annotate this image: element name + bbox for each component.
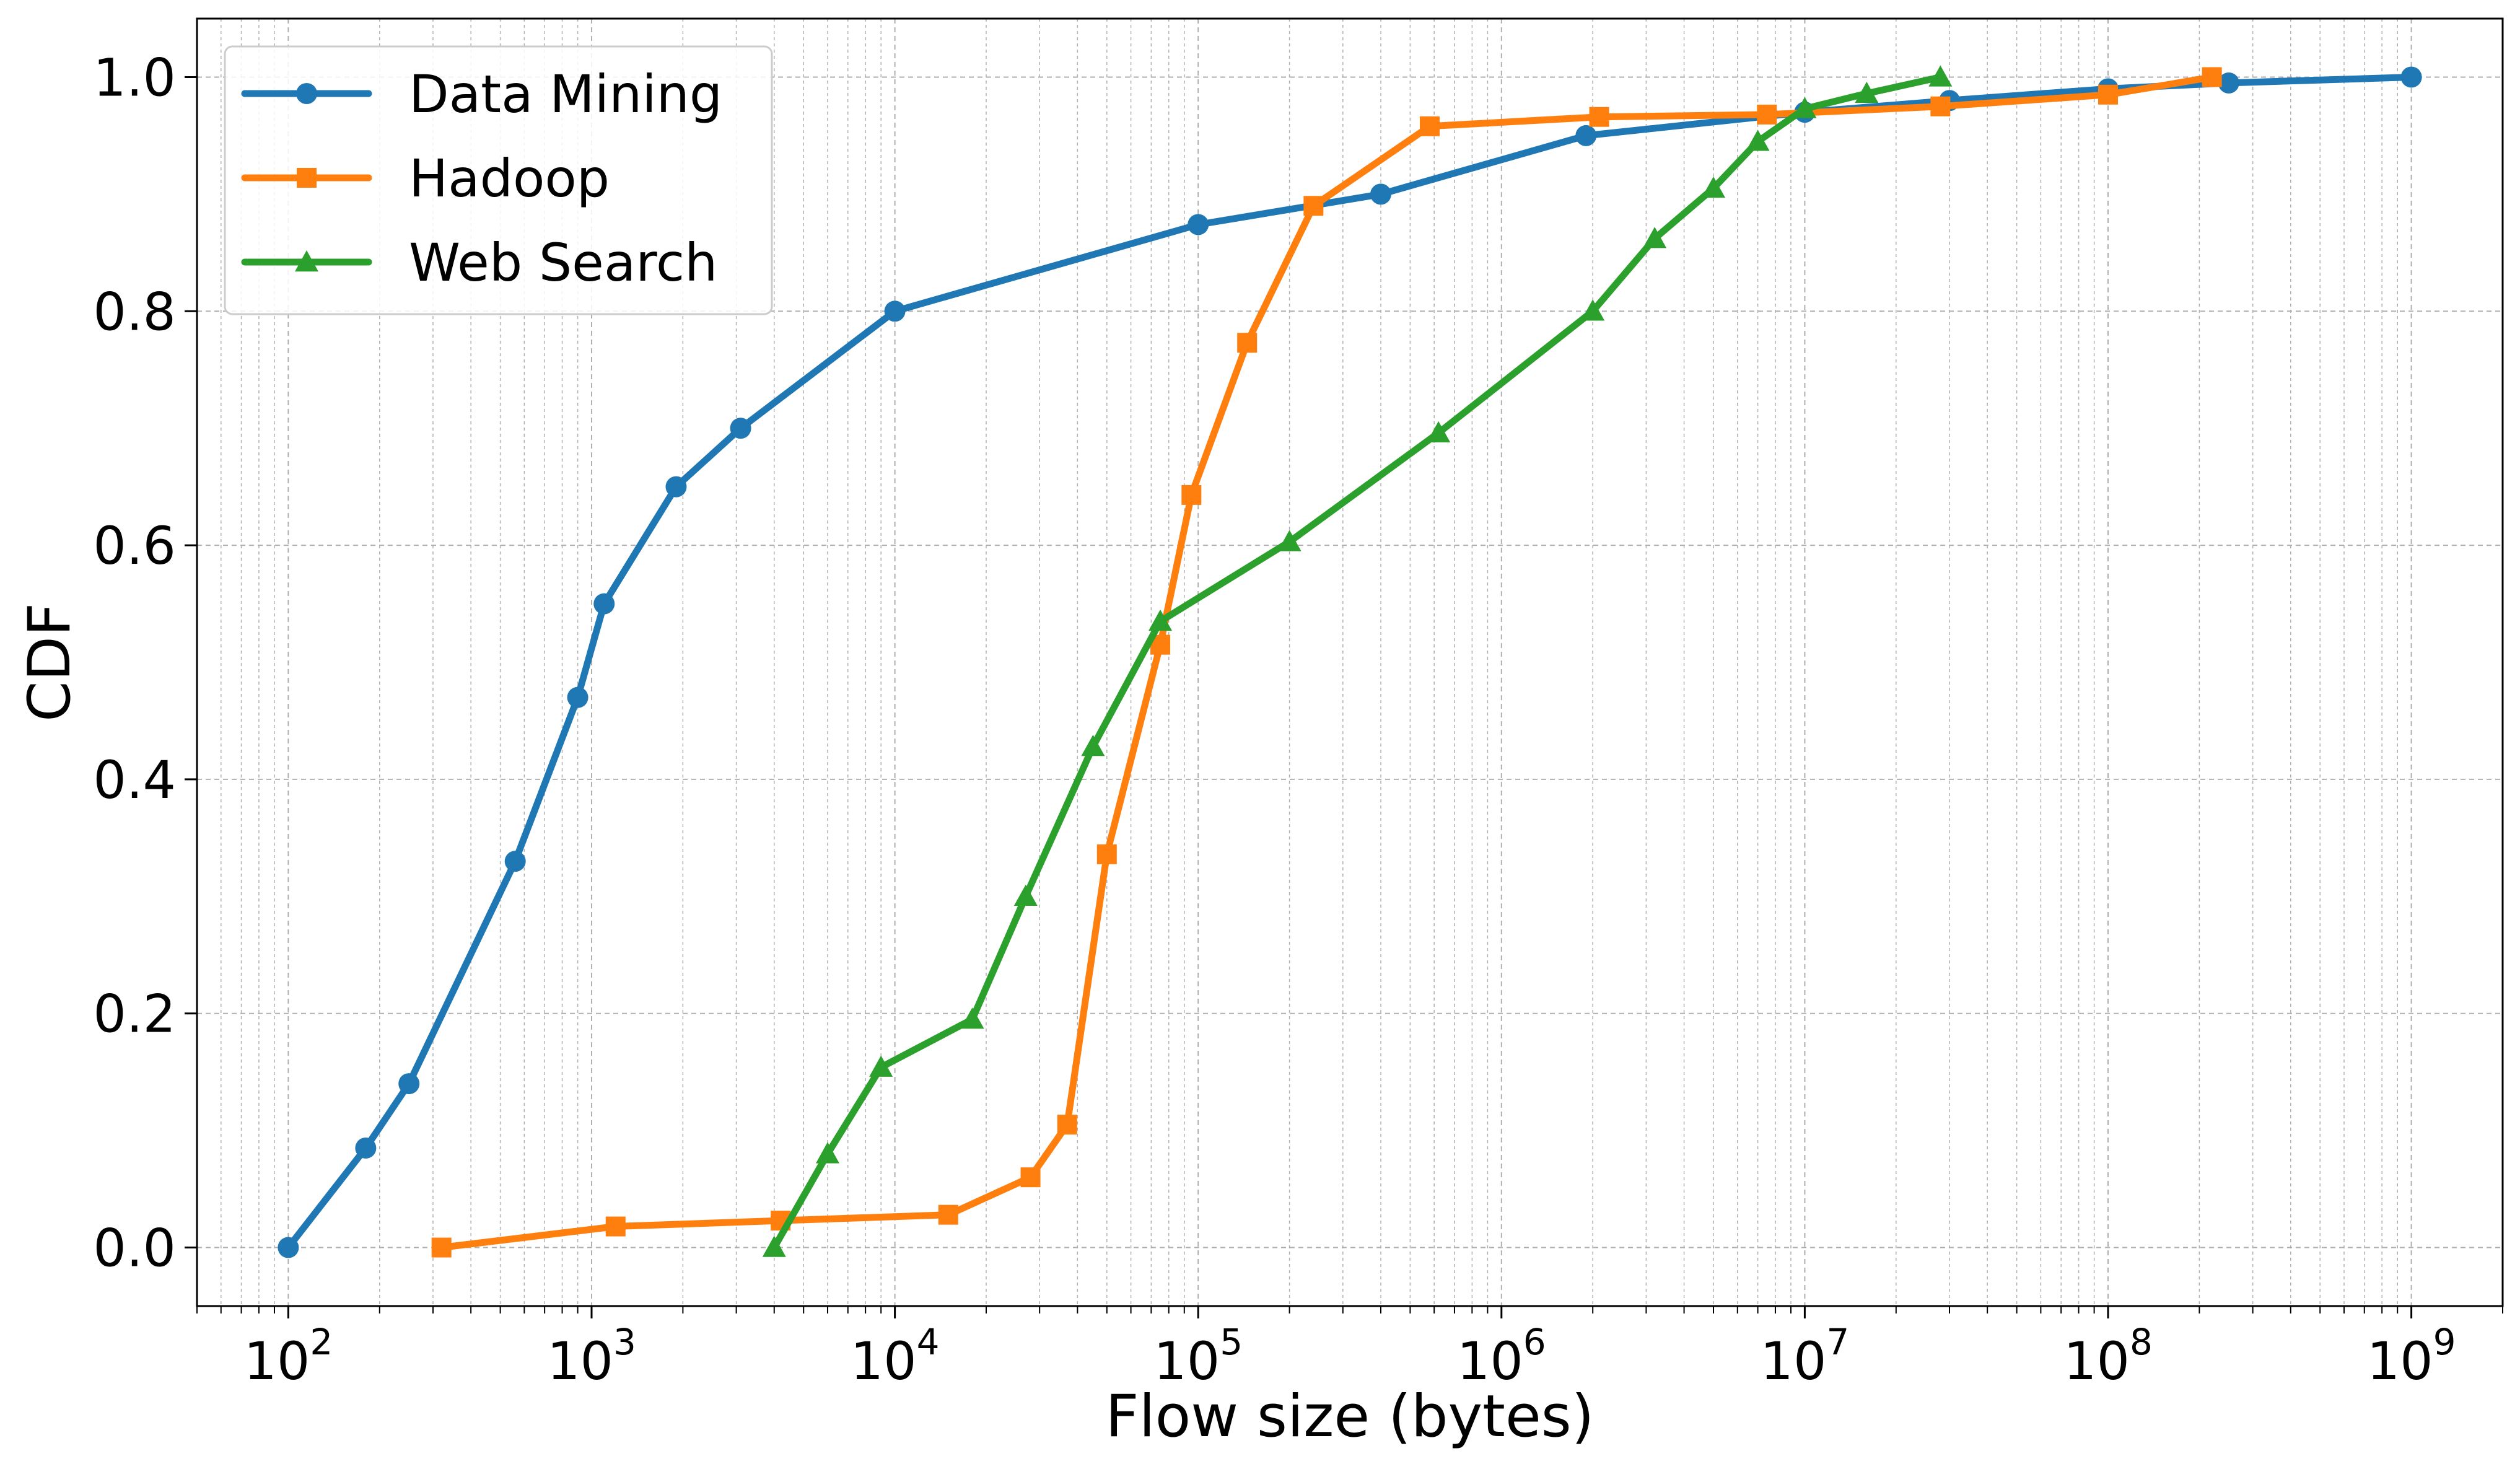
data-point-data-mining	[730, 418, 751, 439]
data-point-web-search	[1855, 81, 1879, 103]
data-point-hadoop	[1419, 116, 1440, 136]
data-point-hadoop	[2098, 84, 2119, 105]
x-tick-label: 103	[547, 1321, 636, 1392]
data-point-web-search	[1643, 227, 1667, 248]
y-axis-ticks: 0.0 0.2 0.4 0.6 0.8 1.0	[93, 47, 197, 1279]
x-tick-label: 105	[1153, 1321, 1243, 1392]
data-point-web-search	[1928, 65, 1953, 87]
x-tick-exponent: 2	[310, 1321, 333, 1363]
x-tick-base: 10	[1153, 1331, 1220, 1392]
series-data-mining	[278, 66, 2422, 1258]
data-point-hadoop	[431, 1237, 452, 1258]
data-point-hadoop	[1757, 104, 1777, 125]
x-tick-base: 10	[1761, 1331, 1827, 1392]
data-point-web-search	[762, 1235, 786, 1257]
data-point-hadoop	[1237, 333, 1258, 353]
x-axis-label: Flow size (bytes)	[1106, 1383, 1595, 1450]
data-point-hadoop	[605, 1216, 626, 1237]
data-point-web-search	[1793, 97, 1817, 118]
y-tick-label: 0.4	[93, 750, 176, 810]
data-point-data-mining	[2218, 72, 2239, 94]
x-tick-exponent: 8	[2130, 1321, 2153, 1363]
x-tick-exponent: 9	[2433, 1321, 2456, 1363]
data-point-hadoop	[1057, 1115, 1077, 1135]
data-point-data-mining	[398, 1073, 420, 1095]
legend: Data Mining Hadoop Web Search	[224, 45, 773, 315]
x-tick-label: 102	[243, 1321, 333, 1392]
data-point-web-search	[960, 1007, 984, 1029]
x-tick-exponent: 4	[917, 1321, 940, 1363]
y-tick-label: 0.6	[93, 515, 176, 576]
data-point-data-mining	[278, 1237, 299, 1258]
legend-label-data-mining: Data Mining	[409, 64, 722, 125]
data-point-web-search	[1081, 735, 1105, 756]
legend-box	[224, 45, 773, 315]
grid	[196, 19, 2503, 1306]
series-hadoop	[431, 67, 2222, 1258]
y-tick-label: 0.0	[93, 1218, 176, 1279]
data-point-data-mining	[665, 476, 687, 498]
data-point-web-search	[1013, 884, 1038, 906]
data-point-hadoop	[1181, 485, 1202, 505]
data-point-data-mining	[593, 593, 615, 615]
data-point-hadoop	[1020, 1167, 1041, 1188]
data-point-hadoop	[1589, 107, 1609, 127]
series-web-search	[762, 65, 1953, 1257]
x-tick-base: 10	[2063, 1331, 2130, 1392]
legend-label-hadoop: Hadoop	[409, 148, 610, 209]
data-point-data-mining	[1188, 214, 1209, 235]
data-point-web-search	[1277, 530, 1302, 551]
x-axis-ticks: 102 103 104 105 106 107 108 109	[196, 1306, 2503, 1392]
x-tick-label: 108	[2063, 1321, 2153, 1392]
data-point-web-search	[815, 1142, 839, 1164]
x-tick-base: 10	[243, 1331, 310, 1392]
legend-label-web-search: Web Search	[409, 232, 717, 293]
data-point-data-mining	[567, 686, 588, 708]
legend-marker-web-search	[295, 250, 318, 272]
series-line-web-search	[771, 74, 1944, 1251]
plot-frame	[196, 17, 2504, 1307]
data-point-web-search	[869, 1055, 893, 1077]
data-point-data-mining	[355, 1137, 377, 1159]
data-point-data-mining	[884, 300, 906, 322]
y-tick-label: 0.8	[93, 281, 176, 342]
x-tick-exponent: 7	[1826, 1321, 1849, 1363]
legend-marker-hadoop	[297, 168, 317, 188]
x-tick-base: 10	[547, 1331, 613, 1392]
data-point-web-search	[1702, 176, 1726, 198]
data-point-data-mining	[1575, 125, 1597, 146]
data-point-data-mining	[504, 851, 526, 872]
x-tick-base: 10	[2367, 1331, 2433, 1392]
x-tick-label: 104	[851, 1321, 940, 1392]
plot-area	[278, 65, 2422, 1258]
legend-marker-data-mining	[296, 83, 317, 104]
data-point-web-search	[1427, 421, 1451, 442]
x-tick-base: 10	[1457, 1331, 1523, 1392]
x-tick-label: 107	[1761, 1321, 1850, 1392]
data-point-hadoop	[938, 1204, 958, 1225]
x-tick-exponent: 6	[1523, 1321, 1546, 1363]
y-tick-label: 0.2	[93, 984, 176, 1045]
data-point-web-search	[1148, 609, 1173, 631]
x-tick-exponent: 5	[1220, 1321, 1243, 1363]
data-point-hadoop	[1930, 96, 1951, 116]
y-tick-label: 1.0	[93, 47, 176, 108]
x-tick-exponent: 3	[613, 1321, 636, 1363]
x-tick-base: 10	[851, 1331, 917, 1392]
y-axis-label: CDF	[16, 603, 84, 722]
data-point-hadoop	[2202, 67, 2222, 87]
x-tick-label: 109	[2367, 1321, 2456, 1392]
data-point-hadoop	[1096, 844, 1117, 864]
data-point-hadoop	[1303, 196, 1324, 216]
data-point-data-mining	[2400, 66, 2422, 88]
data-point-web-search	[1581, 299, 1605, 321]
data-point-data-mining	[1370, 183, 1391, 205]
x-tick-label: 106	[1457, 1321, 1546, 1392]
data-point-web-search	[1746, 129, 1770, 151]
